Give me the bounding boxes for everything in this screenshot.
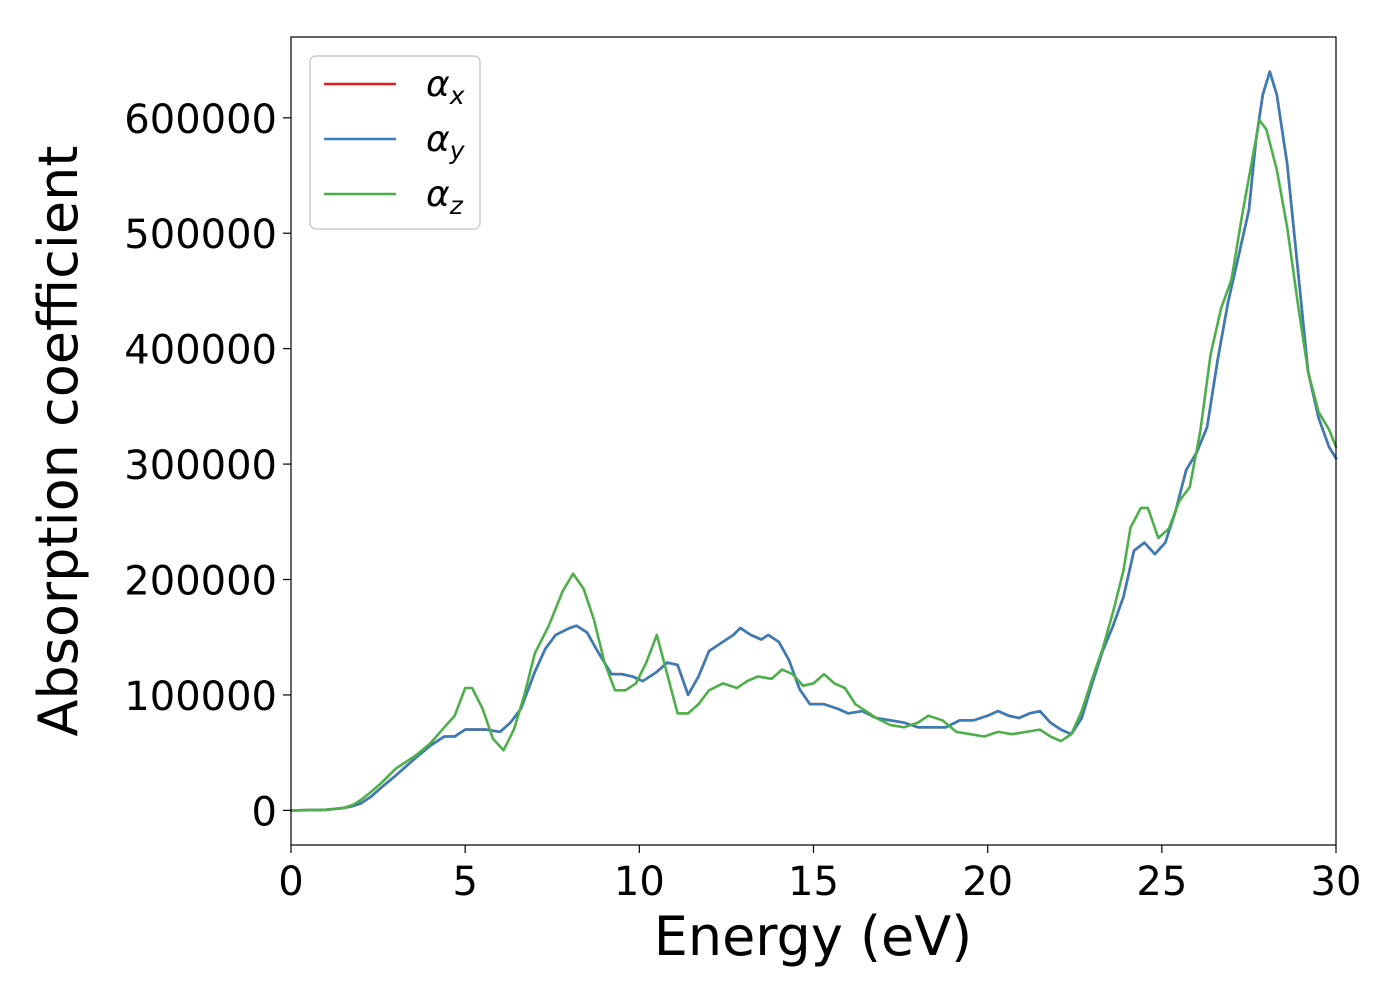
legend: αx αy αz — [309, 55, 481, 230]
legend-label-x: αx — [426, 64, 465, 110]
x-axis-title: Energy (eV) — [654, 905, 973, 968]
y-tick-label: 200000 — [124, 559, 277, 605]
x-axis: 0 5 10 15 20 25 30 — [278, 845, 1361, 905]
x-tick-label: 25 — [1136, 859, 1187, 905]
series-line-y — [289, 70, 1338, 812]
y-tick-label: 500000 — [124, 212, 277, 258]
y-tick-label: 100000 — [124, 674, 277, 720]
y-axis: 0 100000 200000 300000 400000 500000 600000 — [124, 97, 291, 835]
legend-label-z: αz — [426, 174, 464, 220]
y-tick-label: 300000 — [124, 443, 277, 489]
series-line-z — [289, 118, 1338, 812]
x-tick-label: 20 — [962, 859, 1013, 905]
x-tick-label: 30 — [1311, 859, 1362, 905]
y-axis-title: Absorption coefficient — [27, 146, 90, 737]
y-tick-label: 600000 — [124, 97, 277, 143]
series-layer — [289, 70, 1338, 812]
y-tick-label: 0 — [252, 789, 277, 835]
y-tick-label: 400000 — [124, 328, 277, 374]
legend-label-y: αy — [426, 119, 466, 165]
x-tick-label: 15 — [788, 859, 839, 905]
x-tick-label: 0 — [278, 859, 303, 905]
x-tick-label: 10 — [614, 859, 665, 905]
legend-box — [309, 55, 481, 230]
x-tick-label: 5 — [452, 859, 477, 905]
